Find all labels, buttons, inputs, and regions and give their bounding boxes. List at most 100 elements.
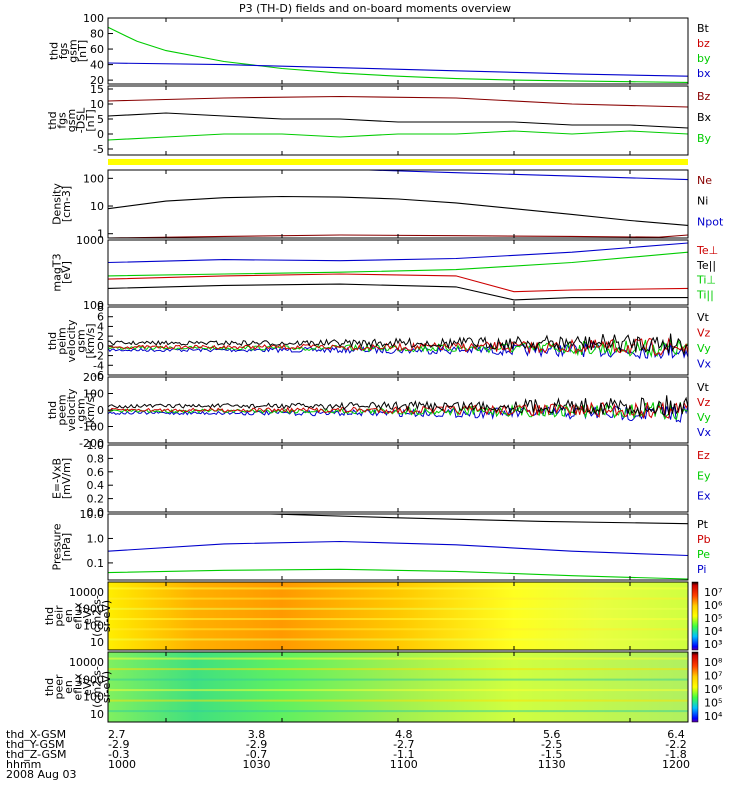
velocity-series-blue	[107, 341, 689, 360]
y-axis-label: eV/	[81, 607, 94, 625]
colorbar-label: 10⁵	[704, 697, 722, 710]
y-axis-label: fgs	[56, 112, 69, 129]
legend-entry: by	[697, 52, 711, 65]
x-axis-value: 1200	[662, 758, 690, 771]
legend-entry: Vx	[697, 358, 712, 371]
spectrogram-band	[108, 689, 688, 692]
y-tick-label: 10000	[69, 586, 104, 599]
y-axis-label: [nPa]	[60, 533, 73, 561]
series-line-Npot	[368, 169, 689, 181]
colorbar	[691, 581, 699, 651]
y-axis-label: [cm-3]	[60, 186, 73, 222]
y-axis-label: en	[62, 609, 75, 623]
colorbar-label: 10⁴	[704, 710, 723, 723]
y-axis-label: eV/	[81, 678, 94, 696]
series-line-Pi	[107, 540, 689, 557]
y-tick-label: 1.0	[87, 532, 105, 545]
spectrogram-band	[108, 587, 688, 590]
panel-frame	[107, 169, 689, 239]
panel-temperature	[107, 239, 689, 306]
y-axis-label: [nT]	[76, 40, 89, 62]
legend-entry: Vy	[697, 411, 711, 424]
colorbar-label: 10⁷	[704, 670, 722, 683]
spectrogram-band	[108, 628, 688, 631]
y-tick-label: 1000	[76, 603, 104, 616]
series-line-blue	[107, 242, 689, 264]
date-label: 2008 Aug 03	[6, 768, 76, 781]
y-tick-label: -4	[93, 359, 104, 372]
series-line-Bx	[107, 112, 689, 129]
y-axis-label: peir	[53, 605, 66, 627]
colorbar-label: 10⁶	[704, 683, 723, 696]
y-axis-label: thd	[43, 607, 56, 625]
legend-entry: Vt	[697, 381, 710, 394]
x-axis-value: -2.2	[665, 738, 686, 751]
series-line-Bz	[107, 95, 689, 108]
legend-entry: Vx	[697, 426, 712, 439]
panel-density	[107, 169, 689, 239]
legend-entry: Bx	[697, 111, 712, 124]
series-line-By	[107, 130, 689, 141]
series-line-Pe	[107, 568, 689, 580]
x-axis-value: -2.9	[246, 738, 267, 751]
y-tick-label: 15	[90, 83, 104, 96]
panel-fgs-dsl	[107, 85, 689, 156]
series-line-Ni	[107, 195, 689, 226]
legend-entry: Ez	[697, 449, 710, 462]
spectrogram-band	[108, 710, 688, 713]
y-tick-label: 100	[83, 691, 104, 704]
series-line-black	[107, 283, 688, 301]
mode-bar	[108, 159, 688, 165]
legend-entry: Vz	[697, 396, 711, 409]
legend-entry: Bt	[697, 22, 710, 35]
y-axis-label: eflux	[72, 673, 85, 701]
legend-entry: Npot	[697, 215, 724, 228]
legend-entry: bx	[697, 67, 711, 80]
colorbar-label: 10⁵	[704, 612, 722, 625]
legend-entry: Pt	[697, 518, 709, 531]
series-line-red	[107, 273, 689, 293]
y-axis-label: peer	[53, 674, 66, 700]
y-axis-label: [km/s]	[84, 392, 97, 427]
y-tick-label: 10	[90, 200, 104, 213]
x-axis-value: -2.5	[541, 738, 562, 751]
y-axis-label: peem	[56, 394, 69, 425]
y-tick-label: 6	[97, 311, 104, 324]
y-tick-label: 100	[83, 172, 104, 185]
y-tick-label: 0	[97, 340, 104, 353]
y-tick-label: 100	[83, 388, 104, 401]
series-line-Pt	[270, 513, 689, 525]
series-line-Ne	[107, 234, 689, 239]
y-tick-label: 100	[83, 619, 104, 632]
spectrogram-band	[108, 699, 688, 702]
y-tick-label: -100	[79, 421, 104, 434]
y-tick-label: 0	[97, 128, 104, 141]
y-axis-label: Density	[51, 183, 64, 225]
y-tick-label: 10000	[69, 656, 104, 669]
y-axis-label: [km/s]	[84, 323, 97, 358]
y-tick-label: 10	[90, 98, 104, 111]
y-axis-label: Pressure	[51, 523, 64, 570]
colorbar	[691, 651, 699, 723]
panel-efield	[107, 444, 689, 513]
legend-entry: bz	[697, 37, 710, 50]
y-axis-label: gsm	[75, 398, 88, 421]
legend-entry: Vt	[697, 311, 710, 324]
spectrogram-band	[108, 638, 688, 641]
y-tick-label: 10	[90, 708, 104, 721]
legend-entry: Te⊥	[696, 244, 718, 257]
x-axis-value: -0.7	[246, 748, 267, 761]
y-tick-label: 1000	[76, 234, 104, 247]
legend-entry: Pi	[697, 563, 706, 576]
x-axis-value: -1.1	[393, 748, 414, 761]
y-axis-label: peim	[56, 327, 69, 355]
y-axis-label: eflux	[72, 602, 85, 630]
spectrogram-band	[108, 668, 688, 671]
legend-entry: Ne	[697, 174, 712, 187]
panel-pressure	[107, 513, 689, 581]
y-tick-label: 0.4	[87, 479, 105, 492]
legend-entry: Ti⊥	[696, 274, 716, 287]
y-tick-label: 1.0	[87, 439, 105, 452]
y-axis-label: gsm	[75, 329, 88, 352]
